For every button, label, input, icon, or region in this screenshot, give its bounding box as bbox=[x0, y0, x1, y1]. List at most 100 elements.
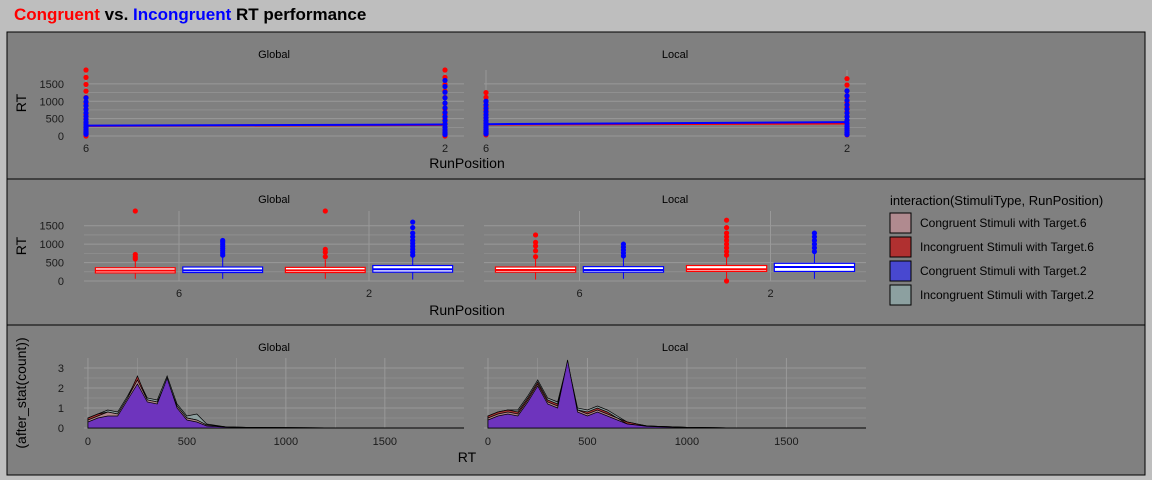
scatter-point bbox=[83, 67, 89, 73]
box-outlier bbox=[532, 254, 539, 260]
box-outlier bbox=[532, 248, 539, 254]
x-tick-label: 0 bbox=[85, 436, 91, 448]
box-outlier bbox=[322, 246, 328, 252]
y-tick-label: 3 bbox=[58, 363, 64, 375]
x-tick-label: 1500 bbox=[373, 436, 397, 448]
box-outlier bbox=[410, 237, 416, 244]
x-tick-label: 6 bbox=[483, 143, 489, 155]
scatter-point bbox=[483, 98, 489, 104]
x-tick-label: 1000 bbox=[274, 436, 298, 448]
y-tick-label: 2 bbox=[58, 383, 64, 395]
series-line bbox=[85, 123, 446, 127]
box-outlier bbox=[532, 232, 539, 238]
scatter-point bbox=[844, 97, 850, 104]
panel-1-x-axis-title: RunPosition bbox=[429, 155, 505, 171]
panel-2-y-axis-title: RT bbox=[13, 236, 29, 255]
box-outlier bbox=[811, 237, 818, 244]
x-tick-label: 2 bbox=[442, 143, 448, 155]
x-tick-label: 2 bbox=[844, 143, 850, 155]
box-outlier bbox=[532, 243, 539, 249]
panel-3-strip-local: Local bbox=[662, 342, 688, 354]
panel-2-x-axis-title: RunPosition bbox=[429, 302, 505, 318]
scatter-point bbox=[83, 81, 89, 88]
y-tick-label: 1000 bbox=[40, 239, 64, 251]
box-outlier bbox=[322, 208, 328, 214]
title-incongruent: Incongruent bbox=[133, 5, 232, 24]
box-outlier bbox=[723, 248, 730, 255]
x-tick-label: 1500 bbox=[774, 436, 798, 448]
y-tick-label: 1 bbox=[58, 403, 64, 415]
panel-2-frame bbox=[6, 178, 1146, 326]
panel-3-x-axis-title: RT bbox=[458, 449, 477, 465]
panel-1-strip-local: Local bbox=[662, 49, 688, 61]
scatter-point bbox=[83, 99, 89, 105]
x-tick-label: 6 bbox=[176, 288, 182, 300]
scatter-point bbox=[844, 93, 850, 99]
chart-title: Congruent vs. Incongruent RT performance bbox=[14, 5, 366, 25]
scatter-point bbox=[844, 88, 850, 94]
x-tick-label: 2 bbox=[366, 288, 372, 300]
title-vs: vs. bbox=[99, 5, 134, 24]
y-tick-label: 1000 bbox=[40, 96, 64, 108]
panel-2-strip-local: Local bbox=[662, 194, 688, 206]
scatter-point bbox=[483, 102, 489, 108]
scatter-point bbox=[442, 114, 448, 120]
scatter-point bbox=[442, 77, 448, 84]
panel-1-y-axis-title: RT bbox=[13, 93, 29, 112]
panel-3-y-axis-title: (after_stat(count)) bbox=[13, 337, 29, 448]
box-outlier bbox=[723, 278, 730, 284]
legend-label: Incongruent Stimuli with Target.2 bbox=[920, 288, 1094, 302]
scatter-point bbox=[83, 106, 89, 113]
scatter-point bbox=[844, 114, 850, 120]
scatter-point bbox=[442, 105, 448, 111]
scatter-point bbox=[83, 103, 89, 109]
scatter-point bbox=[483, 89, 489, 96]
x-tick-label: 1000 bbox=[675, 436, 699, 448]
y-tick-label: 1500 bbox=[40, 79, 64, 91]
box-outlier bbox=[620, 241, 627, 247]
scatter-point bbox=[844, 76, 850, 82]
legend: interaction(StimuliType, RunPosition) Con… bbox=[889, 193, 1103, 306]
legend-label: Congruent Stimuli with Target.2 bbox=[920, 264, 1087, 278]
density-area bbox=[87, 376, 465, 429]
box-outlier bbox=[723, 252, 730, 258]
scatter-point bbox=[442, 118, 448, 124]
scatter-point bbox=[83, 88, 89, 94]
y-tick-label: 0 bbox=[58, 423, 64, 435]
box-outlier bbox=[723, 230, 730, 236]
scatter-point bbox=[442, 95, 448, 101]
scatter-point bbox=[844, 106, 850, 112]
box-outlier bbox=[410, 234, 416, 240]
scatter-point bbox=[442, 67, 448, 73]
scatter-point bbox=[442, 89, 448, 95]
scatter-point bbox=[844, 110, 850, 116]
box-outlier bbox=[811, 234, 818, 240]
scatter-point bbox=[83, 95, 89, 101]
box-outlier bbox=[811, 245, 818, 251]
legend-swatch bbox=[889, 236, 912, 258]
box-outlier bbox=[322, 254, 328, 260]
x-tick-label: 500 bbox=[178, 436, 196, 448]
scatter-point bbox=[483, 94, 489, 100]
box-outlier bbox=[723, 217, 730, 223]
legend-label: Incongruent Stimuli with Target.6 bbox=[920, 240, 1094, 254]
x-tick-label: 500 bbox=[578, 436, 596, 448]
box-outlier bbox=[532, 239, 539, 245]
box-outlier bbox=[811, 241, 818, 247]
box-outlier bbox=[811, 230, 818, 236]
x-tick-label: 2 bbox=[767, 288, 773, 300]
box-outlier bbox=[132, 251, 138, 258]
y-tick-label: 500 bbox=[46, 258, 64, 270]
box-outlier bbox=[410, 224, 416, 231]
panel-1-frame bbox=[6, 31, 1146, 180]
box-outlier bbox=[220, 237, 226, 244]
legend-label: Congruent Stimuli with Target.6 bbox=[920, 216, 1087, 230]
box-outlier bbox=[132, 208, 138, 214]
marks-layer bbox=[83, 67, 867, 429]
x-tick-label: 0 bbox=[485, 436, 491, 448]
scatter-point bbox=[844, 82, 850, 88]
legend-swatch bbox=[889, 284, 912, 306]
x-tick-label: 6 bbox=[83, 143, 89, 155]
